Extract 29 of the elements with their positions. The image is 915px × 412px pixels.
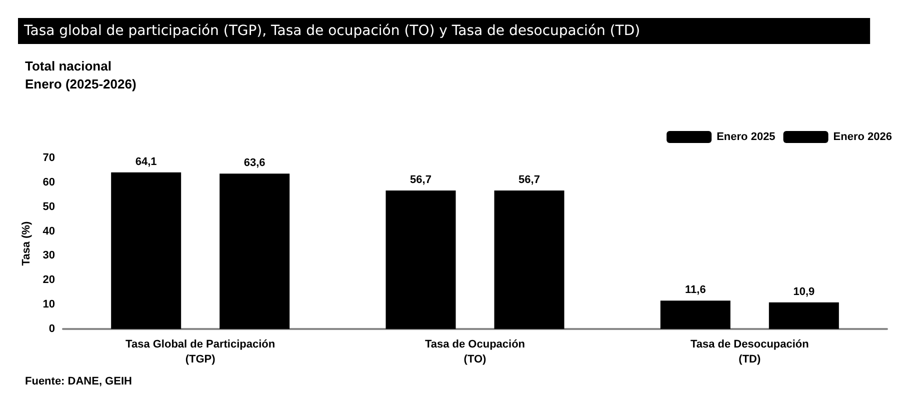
data-label: 10,9 (793, 286, 815, 298)
y-tick-label: 40 (42, 225, 55, 238)
x-tick-label: Tasa de Ocupación (TO) (424, 338, 526, 366)
y-axis-title: Tasa (%) (20, 220, 32, 266)
y-tick-label: 70 (42, 152, 55, 164)
y-tick-label: 0 (48, 323, 55, 335)
y-tick-label: 50 (42, 200, 55, 213)
source-note: Fuente: DANE, GEIH (25, 376, 132, 388)
data-label: 11,6 (685, 284, 706, 296)
x-tick-label: Tasa de Desocupación (TD) (690, 338, 810, 366)
data-label: 56,7 (518, 174, 540, 186)
bar (660, 300, 730, 329)
data-label: 56,7 (410, 174, 432, 186)
legend-label: Enero 2026 (833, 131, 892, 143)
y-tick-label: 30 (42, 250, 55, 262)
bar (768, 302, 839, 329)
data-label: 64,1 (135, 156, 157, 168)
data-label: 63,6 (244, 157, 266, 170)
bar (111, 172, 182, 329)
chart-subtitle: Total nacional Enero (2025-2026) (25, 58, 136, 92)
x-tick-label: Tasa Global de Participación (TGP) (126, 338, 276, 366)
y-tick-label: 20 (42, 274, 55, 286)
bar (386, 190, 456, 329)
bar (220, 174, 290, 329)
legend-label: Enero 2025 (716, 131, 776, 143)
y-tick-label: 60 (42, 176, 55, 188)
chart-title: Tasa global de participación (TGP), Tasa de ocupación (TO) y Tasa de desocupación (TD) (23, 23, 640, 39)
y-tick-label: 10 (42, 298, 55, 311)
bar (494, 190, 564, 329)
